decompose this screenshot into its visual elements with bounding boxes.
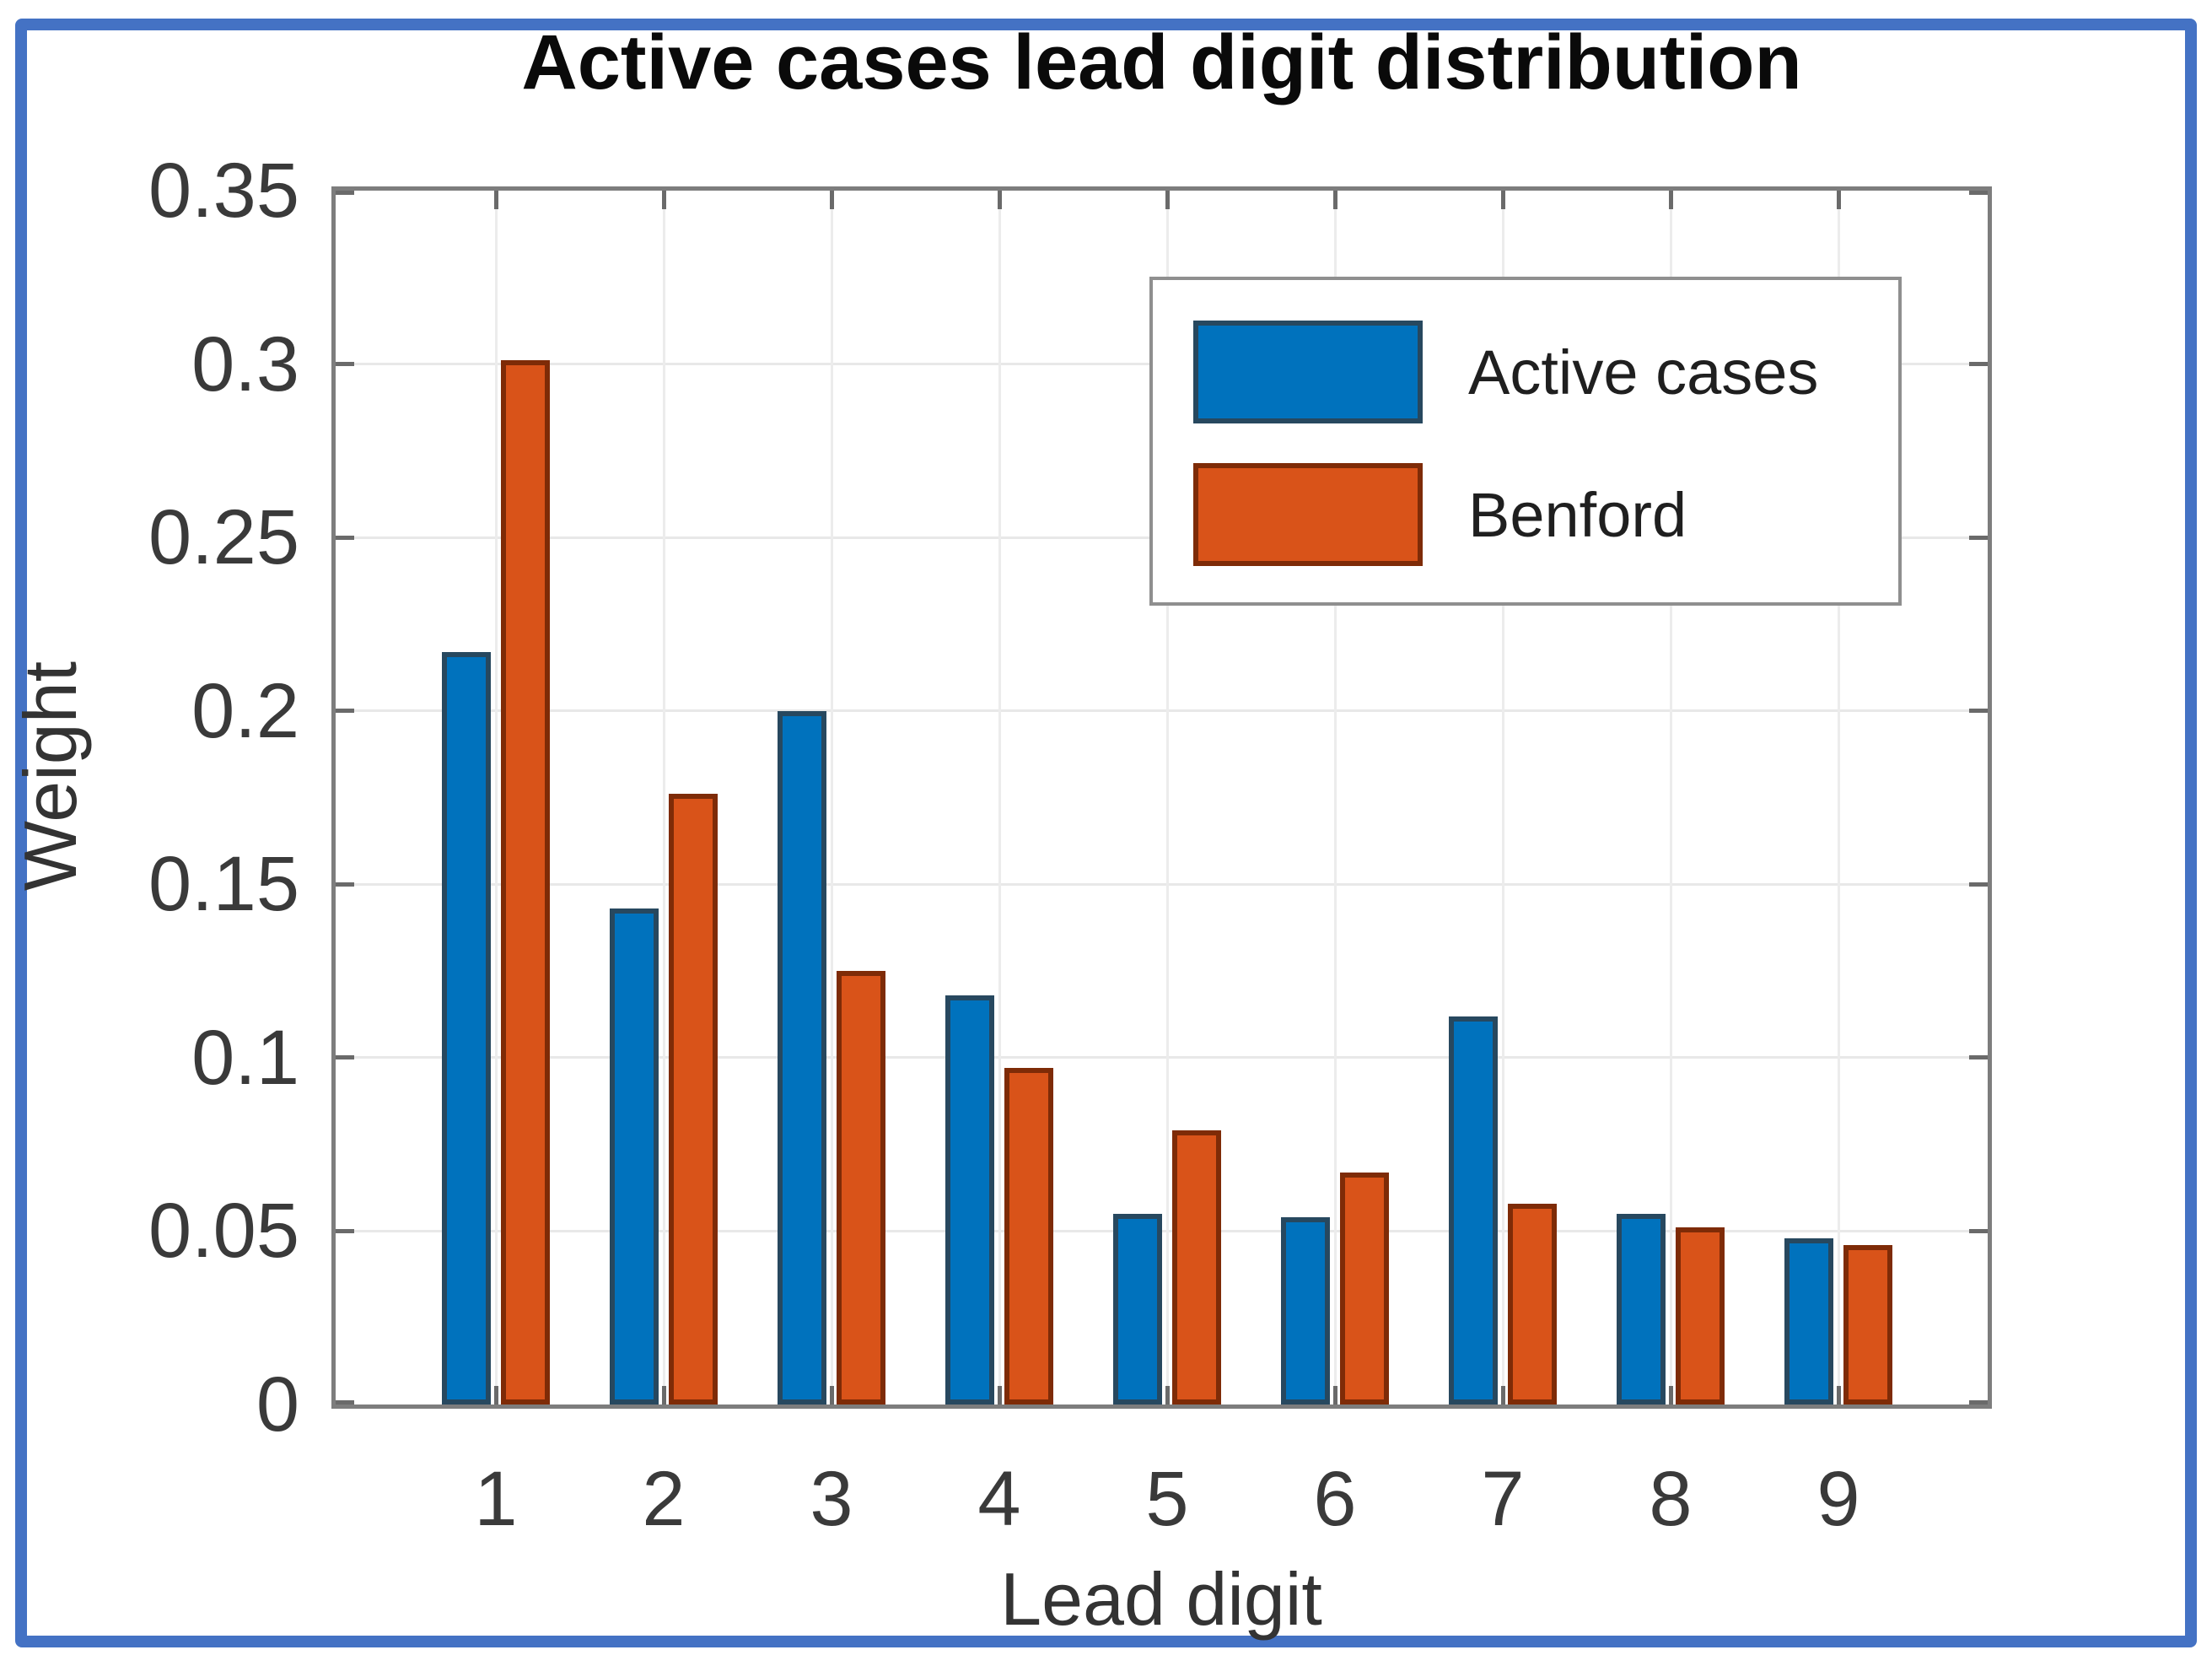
x-tick-bottom-2 bbox=[661, 1386, 666, 1405]
x-tick-label-4: 4 bbox=[977, 1456, 1021, 1542]
chart-title: Active cases lead digit distribution bbox=[521, 19, 1802, 105]
legend-swatch-benford-icon bbox=[1193, 463, 1423, 566]
legend-label-active-cases: Active cases bbox=[1468, 337, 1819, 407]
y-tick-right-0.25 bbox=[1969, 535, 1988, 540]
grid-line-x-1 bbox=[494, 191, 498, 1405]
x-tick-bottom-1 bbox=[493, 1386, 498, 1405]
x-tick-top-5 bbox=[1165, 191, 1170, 209]
x-tick-top-4 bbox=[997, 191, 1002, 209]
x-tick-top-1 bbox=[493, 191, 498, 209]
y-tick-label-0.25: 0.25 bbox=[148, 494, 299, 581]
x-tick-bottom-6 bbox=[1332, 1386, 1337, 1405]
bar-active-cases-digit-1 bbox=[442, 651, 491, 1405]
bar-active-cases-digit-2 bbox=[610, 908, 659, 1405]
y-tick-right-0.35 bbox=[1969, 191, 1988, 195]
y-axis-label: Weight bbox=[8, 660, 92, 892]
bar-benford-digit-1 bbox=[501, 360, 550, 1405]
legend-label-benford: Benford bbox=[1468, 479, 1687, 550]
bar-benford-digit-6 bbox=[1340, 1172, 1389, 1405]
bar-benford-digit-9 bbox=[1843, 1244, 1892, 1405]
y-tick-label-0.15: 0.15 bbox=[148, 841, 299, 928]
y-tick-right-0.3 bbox=[1969, 362, 1988, 367]
x-tick-label-9: 9 bbox=[1816, 1456, 1860, 1542]
x-tick-bottom-7 bbox=[1500, 1386, 1505, 1405]
x-tick-label-2: 2 bbox=[642, 1456, 686, 1542]
y-tick-label-0.05: 0.05 bbox=[148, 1188, 299, 1275]
bar-benford-digit-8 bbox=[1676, 1227, 1725, 1405]
x-tick-bottom-9 bbox=[1836, 1386, 1841, 1405]
x-tick-top-8 bbox=[1668, 191, 1673, 209]
y-tick-left-0.35 bbox=[336, 191, 354, 195]
y-tick-right-0.2 bbox=[1969, 709, 1988, 714]
bar-active-cases-digit-4 bbox=[945, 995, 994, 1405]
grid-line-y-0.1 bbox=[336, 1056, 1988, 1059]
grid-line-y-0.2 bbox=[336, 709, 1988, 713]
bar-benford-digit-4 bbox=[1004, 1068, 1053, 1405]
y-tick-right-0.1 bbox=[1969, 1055, 1988, 1060]
y-tick-left-0 bbox=[336, 1400, 354, 1405]
x-tick-label-6: 6 bbox=[1313, 1456, 1357, 1542]
grid-line-y-0.15 bbox=[336, 882, 1988, 886]
x-axis-label: Lead digit bbox=[1000, 1557, 1322, 1641]
y-tick-label-0.3: 0.3 bbox=[191, 321, 299, 407]
x-tick-label-8: 8 bbox=[1649, 1456, 1693, 1542]
x-tick-top-3 bbox=[829, 191, 834, 209]
bar-benford-digit-2 bbox=[669, 794, 718, 1405]
y-tick-label-0.1: 0.1 bbox=[191, 1014, 299, 1101]
x-tick-label-7: 7 bbox=[1481, 1456, 1525, 1542]
bar-active-cases-digit-7 bbox=[1449, 1016, 1498, 1405]
x-tick-top-7 bbox=[1500, 191, 1505, 209]
x-tick-bottom-8 bbox=[1668, 1386, 1673, 1405]
grid-line-x-3 bbox=[830, 191, 833, 1405]
y-tick-left-0.2 bbox=[336, 709, 354, 714]
x-tick-bottom-5 bbox=[1165, 1386, 1170, 1405]
grid-line-x-8 bbox=[1669, 191, 1672, 1405]
y-tick-label-0: 0 bbox=[256, 1361, 299, 1448]
x-tick-bottom-3 bbox=[829, 1386, 834, 1405]
bar-benford-digit-3 bbox=[837, 971, 885, 1405]
x-tick-top-6 bbox=[1332, 191, 1337, 209]
grid-line-x-7 bbox=[1501, 191, 1504, 1405]
grid-line-x-9 bbox=[1837, 191, 1840, 1405]
legend-item-active-cases: Active cases bbox=[1193, 321, 1885, 423]
y-tick-left-0.25 bbox=[336, 535, 354, 540]
x-tick-label-1: 1 bbox=[474, 1456, 518, 1542]
y-tick-label-0.35: 0.35 bbox=[148, 148, 299, 234]
grid-line-x-6 bbox=[1333, 191, 1337, 1405]
x-tick-top-2 bbox=[661, 191, 666, 209]
bar-benford-digit-7 bbox=[1508, 1203, 1557, 1405]
bar-active-cases-digit-5 bbox=[1113, 1213, 1162, 1405]
x-tick-label-3: 3 bbox=[810, 1456, 853, 1542]
y-tick-right-0 bbox=[1969, 1400, 1988, 1405]
y-tick-left-0.15 bbox=[336, 882, 354, 887]
bar-active-cases-digit-3 bbox=[778, 710, 826, 1405]
y-tick-label-0.2: 0.2 bbox=[191, 667, 299, 754]
legend-item-benford: Benford bbox=[1193, 463, 1885, 566]
x-tick-label-5: 5 bbox=[1145, 1456, 1189, 1542]
y-tick-left-0.3 bbox=[336, 362, 354, 367]
legend: Active cases Benford bbox=[1149, 277, 1902, 606]
bar-active-cases-digit-6 bbox=[1281, 1216, 1330, 1405]
y-tick-right-0.05 bbox=[1969, 1228, 1988, 1233]
x-tick-top-9 bbox=[1836, 191, 1841, 209]
bar-benford-digit-5 bbox=[1172, 1130, 1221, 1405]
grid-line-x-4 bbox=[998, 191, 1001, 1405]
y-tick-right-0.15 bbox=[1969, 882, 1988, 887]
y-tick-left-0.05 bbox=[336, 1228, 354, 1233]
grid-line-x-5 bbox=[1165, 191, 1169, 1405]
bar-active-cases-digit-8 bbox=[1617, 1213, 1666, 1405]
y-tick-left-0.1 bbox=[336, 1055, 354, 1060]
x-tick-bottom-4 bbox=[997, 1386, 1002, 1405]
grid-line-x-2 bbox=[662, 191, 665, 1405]
legend-swatch-active-cases-icon bbox=[1193, 321, 1423, 423]
bar-active-cases-digit-9 bbox=[1784, 1237, 1833, 1405]
